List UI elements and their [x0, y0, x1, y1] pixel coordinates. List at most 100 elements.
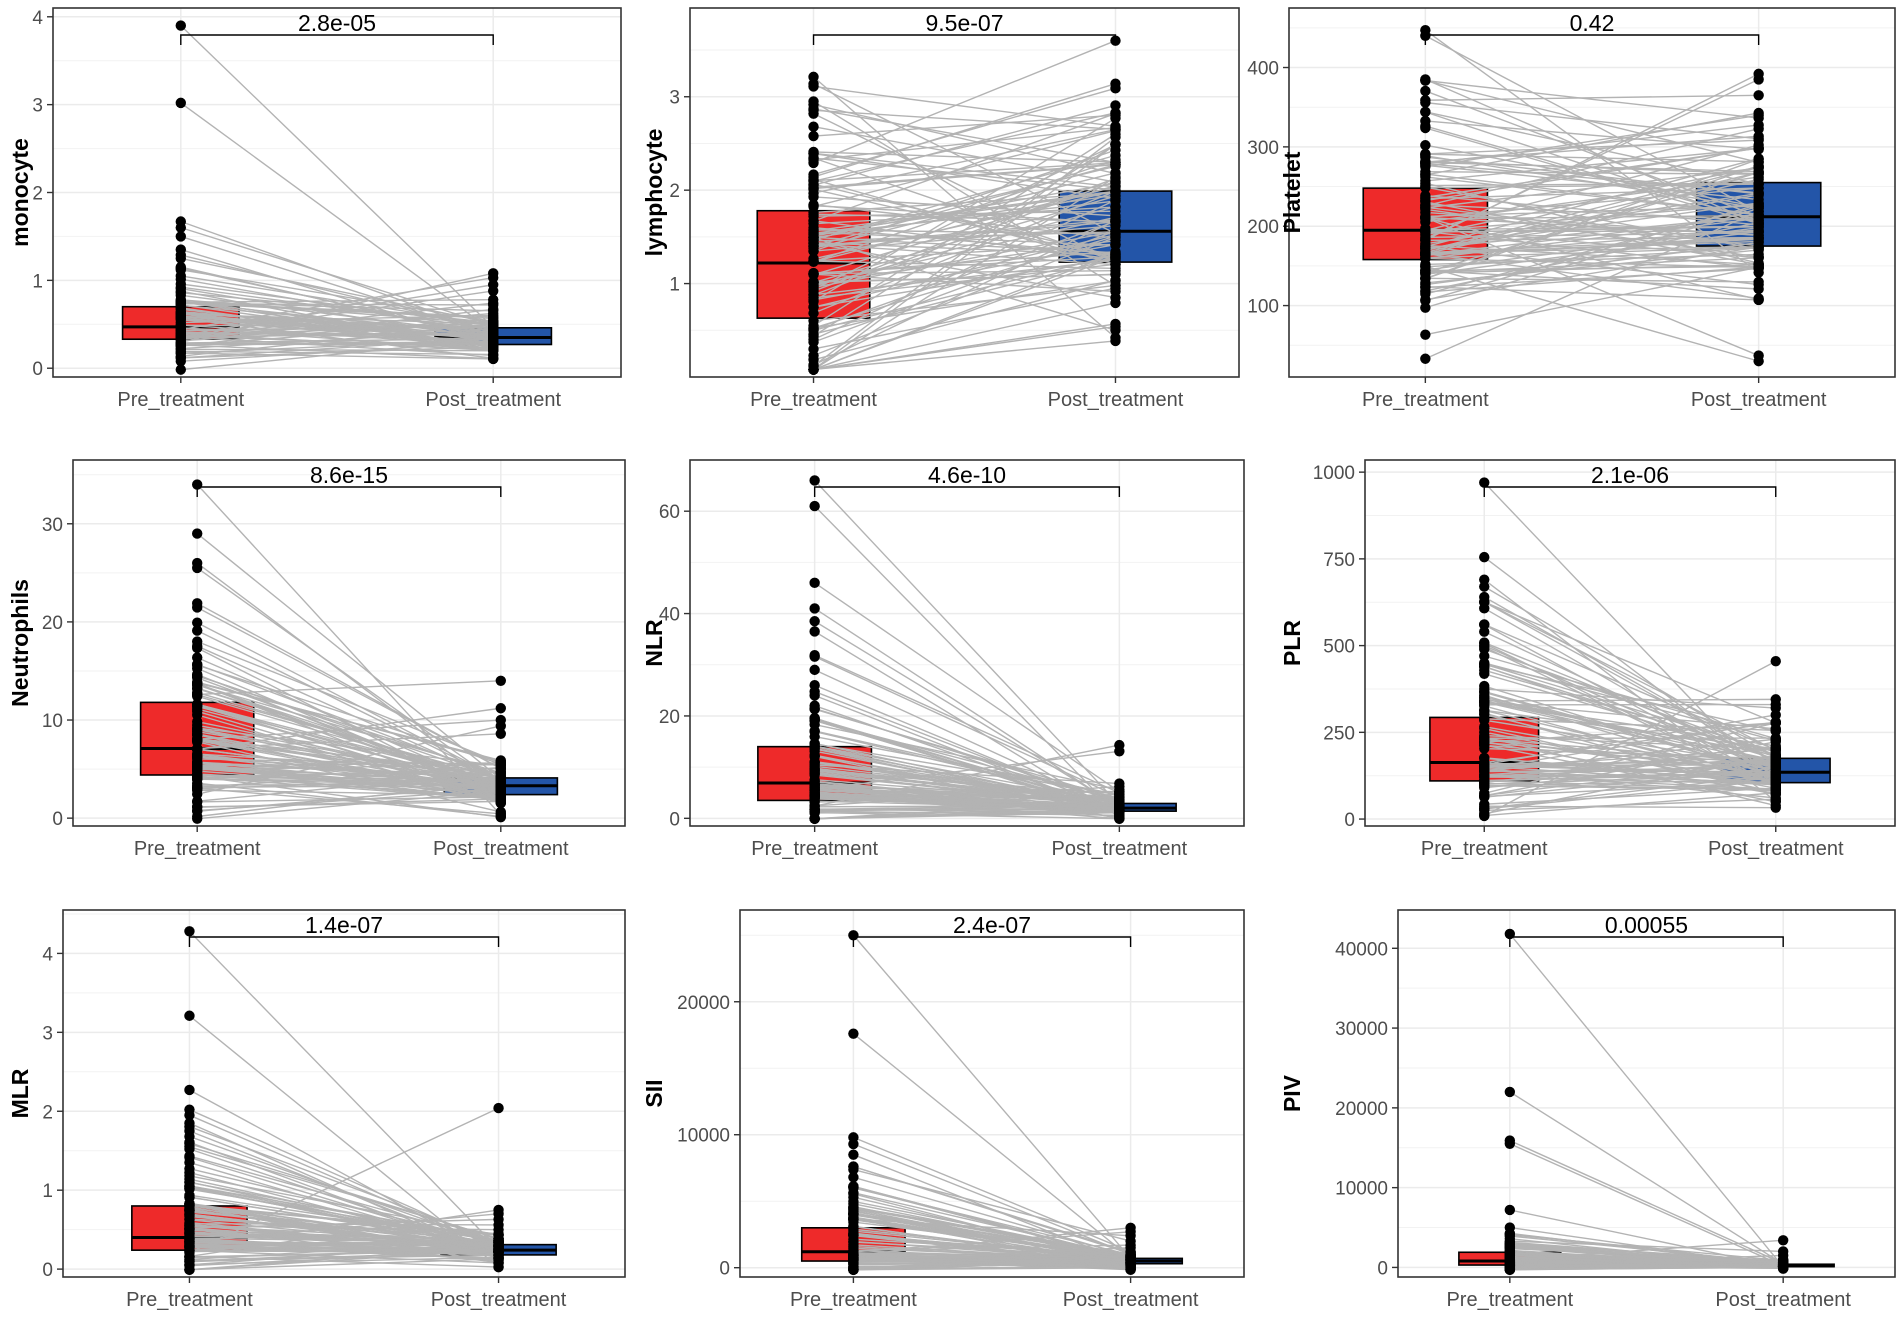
y-tick-label: 750: [1323, 550, 1355, 571]
y-tick-label: 2: [42, 1102, 53, 1123]
pair-line: [180, 277, 494, 331]
y-tick-label: 0: [719, 1259, 730, 1280]
pre-treatment-point: [192, 734, 203, 745]
pre-treatment-point: [1420, 115, 1431, 127]
paired-lines: [852, 934, 1132, 1271]
pair-line: [813, 83, 1116, 235]
pair-line: [813, 127, 1116, 161]
y-tick-label: 60: [659, 502, 680, 523]
pair-line: [180, 304, 494, 334]
y-tick-label: 3: [669, 88, 680, 109]
post-treatment-point: [1753, 262, 1764, 273]
pre-treatment-point: [1479, 551, 1490, 563]
pair-line: [189, 1239, 499, 1252]
pair-line: [180, 298, 494, 303]
y-axis-title: monocyte: [7, 138, 33, 247]
pair-line: [1484, 666, 1776, 758]
pair-line: [180, 311, 494, 337]
pre-treatment-point: [184, 1190, 195, 1201]
pre-treatment-point: [175, 249, 186, 261]
pre-treatment-point: [848, 1164, 859, 1175]
pair-line: [1425, 253, 1759, 300]
pair-line: [813, 109, 1116, 130]
pre-treatment-point: [1479, 603, 1490, 614]
pair-line: [853, 1244, 1131, 1252]
pre-treatment-point: [1479, 626, 1490, 637]
post-treatment-point: [1753, 251, 1764, 263]
pre-treatment-point: [1420, 234, 1431, 246]
pre-treatment-point: [184, 1010, 195, 1021]
pair-line: [1425, 128, 1759, 207]
pair-line: [813, 112, 1116, 182]
pair-line: [1484, 765, 1776, 775]
pair-line: [197, 787, 501, 815]
pair-line: [813, 126, 1116, 183]
y-tick-label: 4: [42, 944, 53, 965]
pre-treatment-point: [184, 1143, 195, 1155]
pre-treatment-point: [809, 784, 820, 795]
pre-treatment-point: [184, 1236, 195, 1247]
post-treatment-point: [1110, 100, 1121, 111]
pair-line: [813, 206, 1116, 225]
pair-line: [197, 783, 501, 786]
post-treatment-point: [1770, 753, 1781, 765]
pair-line: [813, 143, 1116, 371]
pair-line: [1425, 147, 1759, 182]
y-tick-label: 400: [1247, 59, 1279, 80]
p-value-label: 0.42: [1570, 10, 1615, 36]
pair-line: [189, 1218, 499, 1229]
pair-line: [197, 756, 501, 781]
pair-line: [1425, 206, 1759, 247]
p-value-label: 0.00055: [1605, 912, 1688, 938]
pre-treatment-point: [809, 616, 820, 627]
post-treatment-point: [1753, 236, 1764, 247]
pair-line: [197, 707, 501, 750]
pre-treatment-point: [1504, 1235, 1516, 1247]
post-treatment-point: [1114, 801, 1125, 812]
pair-line: [1425, 227, 1759, 259]
pair-line: [813, 199, 1116, 341]
pre-treatment-point: [192, 689, 203, 700]
pair-line: [813, 151, 1116, 163]
pair-line: [853, 1247, 1131, 1261]
chart-panel-piv: 0.00055 0 10000 20000 30000 40000 Pre_treatmen…: [1279, 909, 1896, 1311]
post-treatment-point: [493, 1237, 504, 1249]
pair-line: [813, 157, 1116, 191]
pair-line: [1483, 641, 1777, 762]
p-value-label: 1.4e-07: [305, 912, 383, 938]
pair-line: [814, 723, 1120, 791]
pre-treatment-point: [192, 780, 203, 791]
pre-treatment-point: [848, 1187, 859, 1198]
post-treatment-point: [1753, 194, 1764, 205]
pre-treatment-point: [1479, 695, 1490, 707]
pair-line: [1509, 1239, 1784, 1261]
post-treatment-point: [495, 703, 506, 714]
pair-line: [813, 192, 1116, 214]
pair-line: [1425, 225, 1759, 231]
significance-bracket: [180, 34, 494, 45]
pair-line: [197, 725, 501, 795]
pair-line: [1425, 124, 1759, 165]
pair-line: [180, 350, 494, 356]
x-tick-label: Pre_treatment: [1421, 838, 1548, 860]
pair-line: [197, 780, 501, 818]
y-axis-title: PIV: [1279, 1074, 1305, 1112]
pair-line: [189, 1250, 499, 1267]
paired-lines: [188, 930, 500, 1271]
panel-border: [1288, 7, 1896, 378]
pre-treatment-point: [184, 1152, 195, 1163]
post-treatment-point: [495, 774, 506, 786]
pre-treatment-point: [192, 678, 203, 689]
x-tick-label: Pre_treatment: [117, 389, 244, 411]
pre-treatment-point: [808, 71, 819, 83]
pair-line: [1425, 192, 1759, 245]
pair-line: [1425, 226, 1759, 233]
pre-treatment-point: [1420, 182, 1431, 193]
pair-line: [1425, 240, 1759, 255]
pre-treatment-point: [1420, 192, 1431, 203]
pair-line: [813, 243, 1116, 301]
pair-line: [1484, 698, 1776, 702]
pair-line: [813, 340, 1116, 371]
pair-line: [813, 82, 1116, 178]
pair-line: [1425, 215, 1759, 249]
